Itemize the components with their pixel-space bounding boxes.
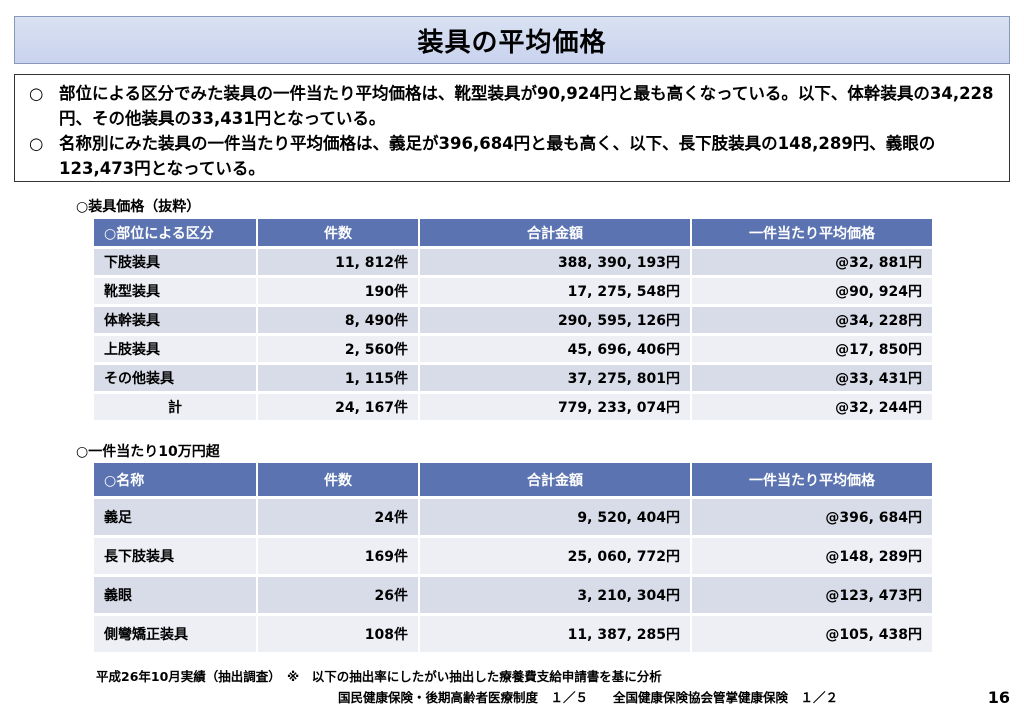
row-label: 側彎矯正装具 <box>94 613 258 652</box>
row-label: その他装具 <box>94 362 258 391</box>
title-bar: 装具の平均価格 <box>14 16 1010 64</box>
count-cell: 26件 <box>258 574 420 613</box>
summary-box: ○ 部位による区分でみた装具の一件当たり平均価格は、靴型装具が90,924円と最… <box>14 74 1010 182</box>
total-row-label: 計 <box>94 391 258 420</box>
total-amount-cell: 11, 387, 285円 <box>420 613 692 652</box>
count-cell: 169件 <box>258 535 420 574</box>
total-amount-cell: 3, 210, 304円 <box>420 574 692 613</box>
table-row: その他装具 1, 115件 37, 275, 801円 @33, 431円 <box>94 362 932 391</box>
total-amount-cell: 9, 520, 404円 <box>420 496 692 535</box>
average-price-cell: @33, 431円 <box>692 362 932 391</box>
count-cell: 24, 167件 <box>258 391 420 420</box>
footnote-sampling-rate: 国民健康保険・後期高齢者医療制度 １／５ 全国健康保険協会管掌健康保険 １／２ <box>338 690 839 705</box>
column-header: ○部位による区分 <box>94 219 258 246</box>
average-price-cell: @32, 244円 <box>692 391 932 420</box>
table-row: 義足 24件 9, 520, 404円 @396, 684円 <box>94 496 932 535</box>
count-cell: 24件 <box>258 496 420 535</box>
table-row: 長下肢装具 169件 25, 060, 772円 @148, 289円 <box>94 535 932 574</box>
column-header: 一件当たり平均価格 <box>692 219 932 246</box>
count-cell: 1, 115件 <box>258 362 420 391</box>
table-row: 下肢装具 11, 812件 388, 390, 193円 @32, 881円 <box>94 246 932 275</box>
total-amount-cell: 290, 595, 126円 <box>420 304 692 333</box>
average-price-cell: @396, 684円 <box>692 496 932 535</box>
column-header: ○名称 <box>94 463 258 496</box>
total-amount-cell: 45, 696, 406円 <box>420 333 692 362</box>
summary-item: ○ 部位による区分でみた装具の一件当たり平均価格は、靴型装具が90,924円と最… <box>29 81 999 131</box>
summary-text: 名称別にみた装具の一件当たり平均価格は、義足が396,684円と最も高く、以下、… <box>59 134 936 178</box>
count-cell: 8, 490件 <box>258 304 420 333</box>
table2-label: ○一件当たり10万円超 <box>76 444 220 460</box>
price-table-over-100k: ○名称 件数 合計金額 一件当たり平均価格 義足 24件 9, 520, 404… <box>94 463 932 652</box>
row-label: 上肢装具 <box>94 333 258 362</box>
total-amount-cell: 17, 275, 548円 <box>420 275 692 304</box>
footnote-source: 平成26年10月実績（抽出調査） ※ 以下の抽出率にしたがい抽出した療養費支給申… <box>96 669 662 684</box>
column-header: 一件当たり平均価格 <box>692 463 932 496</box>
total-amount-cell: 388, 390, 193円 <box>420 246 692 275</box>
summary-text: 部位による区分でみた装具の一件当たり平均価格は、靴型装具が90,924円と最も高… <box>59 84 994 128</box>
count-cell: 190件 <box>258 275 420 304</box>
bullet-circle-icon: ○ <box>29 134 44 153</box>
row-label: 義足 <box>94 496 258 535</box>
count-cell: 108件 <box>258 613 420 652</box>
total-amount-cell: 779, 233, 074円 <box>420 391 692 420</box>
average-price-cell: @90, 924円 <box>692 275 932 304</box>
column-header: 合計金額 <box>420 463 692 496</box>
table-row: 上肢装具 2, 560件 45, 696, 406円 @17, 850円 <box>94 333 932 362</box>
row-label: 下肢装具 <box>94 246 258 275</box>
count-cell: 2, 560件 <box>258 333 420 362</box>
page-title: 装具の平均価格 <box>417 27 607 58</box>
average-price-cell: @17, 850円 <box>692 333 932 362</box>
bullet-circle-icon: ○ <box>29 84 44 103</box>
column-header: 合計金額 <box>420 219 692 246</box>
total-amount-cell: 37, 275, 801円 <box>420 362 692 391</box>
row-label: 靴型装具 <box>94 275 258 304</box>
average-price-cell: @123, 473円 <box>692 574 932 613</box>
table-row: 靴型装具 190件 17, 275, 548円 @90, 924円 <box>94 275 932 304</box>
column-header: 件数 <box>258 463 420 496</box>
average-price-cell: @148, 289円 <box>692 535 932 574</box>
row-label: 義眼 <box>94 574 258 613</box>
row-label: 長下肢装具 <box>94 535 258 574</box>
column-header: 件数 <box>258 219 420 246</box>
table1-label: ○装具価格（抜粋） <box>76 199 201 215</box>
table-row-total: 計 24, 167件 779, 233, 074円 @32, 244円 <box>94 391 932 420</box>
average-price-cell: @105, 438円 <box>692 613 932 652</box>
price-table-by-part: ○部位による区分 件数 合計金額 一件当たり平均価格 下肢装具 11, 812件… <box>94 219 932 420</box>
average-price-cell: @32, 881円 <box>692 246 932 275</box>
page-number: 16 <box>987 688 1010 707</box>
table-row: 義眼 26件 3, 210, 304円 @123, 473円 <box>94 574 932 613</box>
total-amount-cell: 25, 060, 772円 <box>420 535 692 574</box>
table-row: 側彎矯正装具 108件 11, 387, 285円 @105, 438円 <box>94 613 932 652</box>
table-row: 体幹装具 8, 490件 290, 595, 126円 @34, 228円 <box>94 304 932 333</box>
summary-item: ○ 名称別にみた装具の一件当たり平均価格は、義足が396,684円と最も高く、以… <box>29 131 999 181</box>
row-label: 体幹装具 <box>94 304 258 333</box>
average-price-cell: @34, 228円 <box>692 304 932 333</box>
count-cell: 11, 812件 <box>258 246 420 275</box>
